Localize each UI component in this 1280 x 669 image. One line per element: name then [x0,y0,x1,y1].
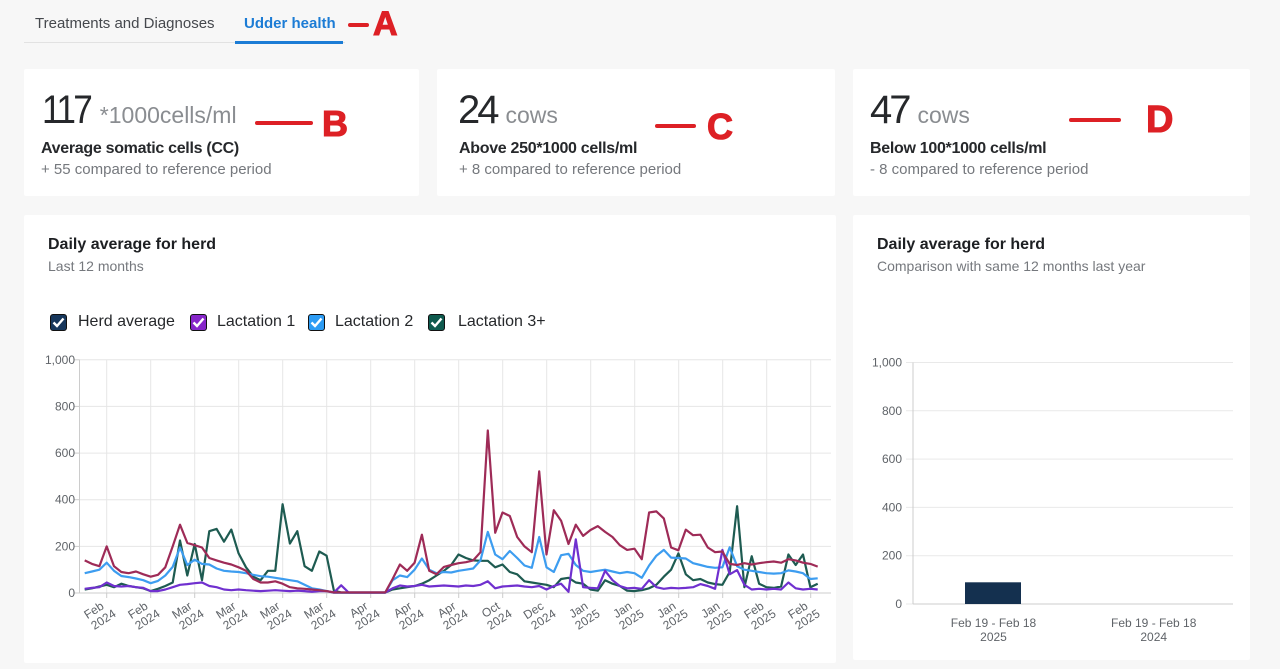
svg-text:Jan2025: Jan2025 [609,595,646,632]
svg-text:800: 800 [882,404,902,418]
svg-text:600: 600 [55,446,75,460]
svg-text:Feb2024: Feb2024 [125,595,162,632]
svg-text:600: 600 [882,452,902,466]
svg-text:Feb2025: Feb2025 [785,595,822,632]
svg-text:800: 800 [55,399,75,413]
svg-text:400: 400 [55,493,75,507]
svg-text:Oct2024: Oct2024 [477,595,514,632]
svg-text:Jan2025: Jan2025 [697,595,734,632]
svg-text:200: 200 [882,549,902,563]
svg-text:Jan2025: Jan2025 [565,595,602,632]
svg-text:Dec2024: Dec2024 [521,595,559,633]
svg-text:2025: 2025 [980,630,1007,644]
svg-text:Feb2024: Feb2024 [81,595,118,632]
svg-text:Feb2025: Feb2025 [741,595,778,632]
svg-text:200: 200 [55,539,75,553]
svg-text:Feb 19 - Feb 18: Feb 19 - Feb 18 [951,616,1037,630]
svg-text:Apr2024: Apr2024 [389,595,426,632]
svg-text:1,000: 1,000 [872,356,902,370]
svg-text:Feb 19 - Feb 18: Feb 19 - Feb 18 [1111,616,1197,630]
svg-text:Mar2024: Mar2024 [257,595,294,632]
svg-text:1,000: 1,000 [45,353,75,367]
svg-text:2024: 2024 [1140,630,1167,644]
svg-text:0: 0 [68,586,75,600]
svg-text:Mar2024: Mar2024 [213,595,250,632]
svg-text:Mar2024: Mar2024 [301,595,338,632]
svg-text:400: 400 [882,500,902,514]
svg-text:Apr2024: Apr2024 [433,595,470,632]
svg-text:0: 0 [895,597,902,611]
svg-text:Mar2024: Mar2024 [169,595,206,632]
svg-text:Apr2024: Apr2024 [345,595,382,632]
svg-text:Jan2025: Jan2025 [653,595,690,632]
